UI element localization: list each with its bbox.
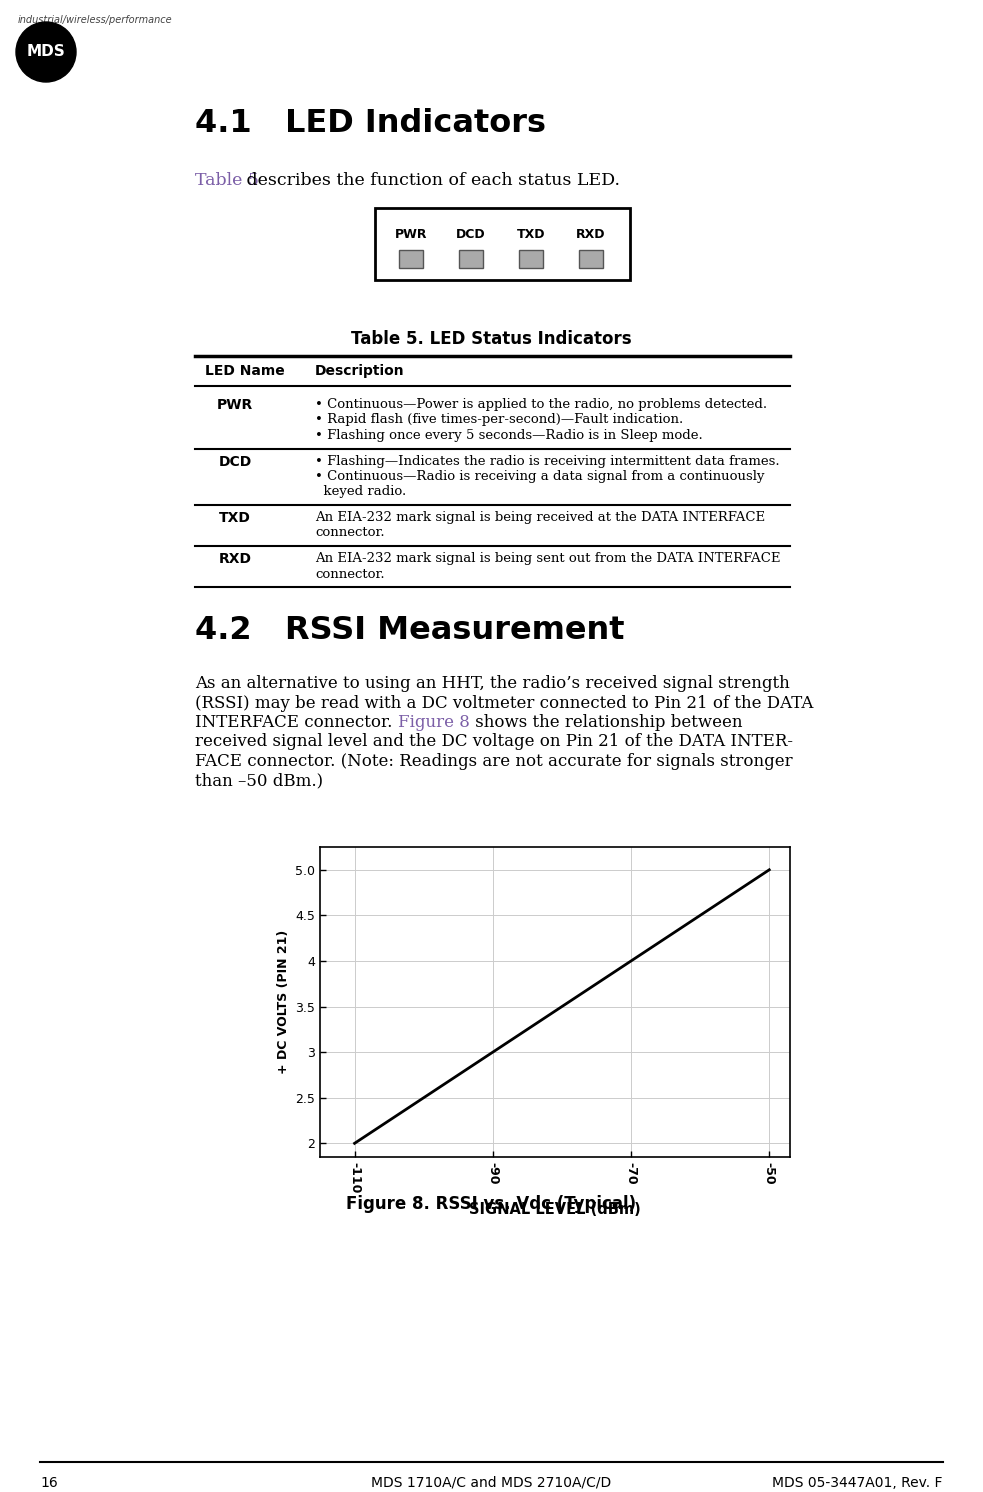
X-axis label: SIGNAL LEVEL (dBm): SIGNAL LEVEL (dBm) [469, 1201, 641, 1216]
Y-axis label: + DC VOLTS (PIN 21): + DC VOLTS (PIN 21) [276, 930, 290, 1074]
Text: • Continuous—Power is applied to the radio, no problems detected.: • Continuous—Power is applied to the rad… [315, 398, 767, 410]
Bar [399, 251, 423, 269]
Text: MDS: MDS [27, 45, 66, 60]
Text: Table 5: Table 5 [195, 172, 259, 189]
Text: An EIA-232 mark signal is being received at the DATA INTERFACE: An EIA-232 mark signal is being received… [315, 510, 765, 524]
Text: FACE connector. (Note: Readings are not accurate for signals stronger: FACE connector. (Note: Readings are not … [195, 753, 792, 770]
Text: MDS 1710A/C and MDS 2710A/C/D: MDS 1710A/C and MDS 2710A/C/D [371, 1476, 611, 1491]
Bar [375, 207, 630, 280]
Text: DCD: DCD [218, 455, 252, 468]
Circle shape [16, 22, 76, 82]
Text: (RSSI) may be read with a DC voltmeter connected to Pin 21 of the DATA: (RSSI) may be read with a DC voltmeter c… [195, 694, 813, 712]
Bar [519, 251, 543, 269]
Text: describes the function of each status LED.: describes the function of each status LE… [241, 172, 620, 189]
Text: Figure 8. RSSI vs. Vdc (Typical): Figure 8. RSSI vs. Vdc (Typical) [346, 1195, 636, 1213]
Text: 4.1   LED Indicators: 4.1 LED Indicators [195, 107, 546, 139]
Bar [459, 251, 483, 269]
Text: MDS 05-3447A01, Rev. F: MDS 05-3447A01, Rev. F [773, 1476, 943, 1491]
Text: • Continuous—Radio is receiving a data signal from a continuously: • Continuous—Radio is receiving a data s… [315, 470, 765, 483]
Text: Description: Description [315, 364, 405, 377]
Text: RXD: RXD [576, 228, 606, 242]
Text: PWR: PWR [395, 228, 428, 242]
Text: • Flashing—Indicates the radio is receiving intermittent data frames.: • Flashing—Indicates the radio is receiv… [315, 455, 780, 467]
Text: industrial/wireless/performance: industrial/wireless/performance [18, 15, 173, 25]
Text: 4.2   RSSI Measurement: 4.2 RSSI Measurement [195, 615, 624, 646]
Text: keyed radio.: keyed radio. [315, 485, 406, 498]
Text: PWR: PWR [217, 398, 254, 412]
Text: • Flashing once every 5 seconds—Radio is in Sleep mode.: • Flashing once every 5 seconds—Radio is… [315, 430, 703, 442]
Text: shows the relationship between: shows the relationship between [470, 715, 742, 731]
Text: INTERFACE connector.: INTERFACE connector. [195, 715, 398, 731]
Text: received signal level and the DC voltage on Pin 21 of the DATA INTER-: received signal level and the DC voltage… [195, 734, 793, 750]
Bar [579, 251, 603, 269]
Text: 16: 16 [40, 1476, 58, 1491]
Text: than –50 dBm.): than –50 dBm.) [195, 773, 323, 789]
Text: TXD: TXD [219, 510, 251, 525]
Text: Figure 8: Figure 8 [398, 715, 470, 731]
Text: An EIA-232 mark signal is being sent out from the DATA INTERFACE: An EIA-232 mark signal is being sent out… [315, 552, 781, 565]
Text: As an alternative to using an HHT, the radio’s received signal strength: As an alternative to using an HHT, the r… [195, 674, 789, 692]
Text: DCD: DCD [456, 228, 486, 242]
Text: Table 5. LED Status Indicators: Table 5. LED Status Indicators [351, 330, 631, 348]
Text: • Rapid flash (five times-per-second)—Fault indication.: • Rapid flash (five times-per-second)—Fa… [315, 413, 683, 427]
Text: connector.: connector. [315, 567, 384, 580]
Text: connector.: connector. [315, 527, 384, 540]
Text: RXD: RXD [218, 552, 252, 565]
Text: LED Name: LED Name [205, 364, 285, 377]
Text: TXD: TXD [517, 228, 546, 242]
